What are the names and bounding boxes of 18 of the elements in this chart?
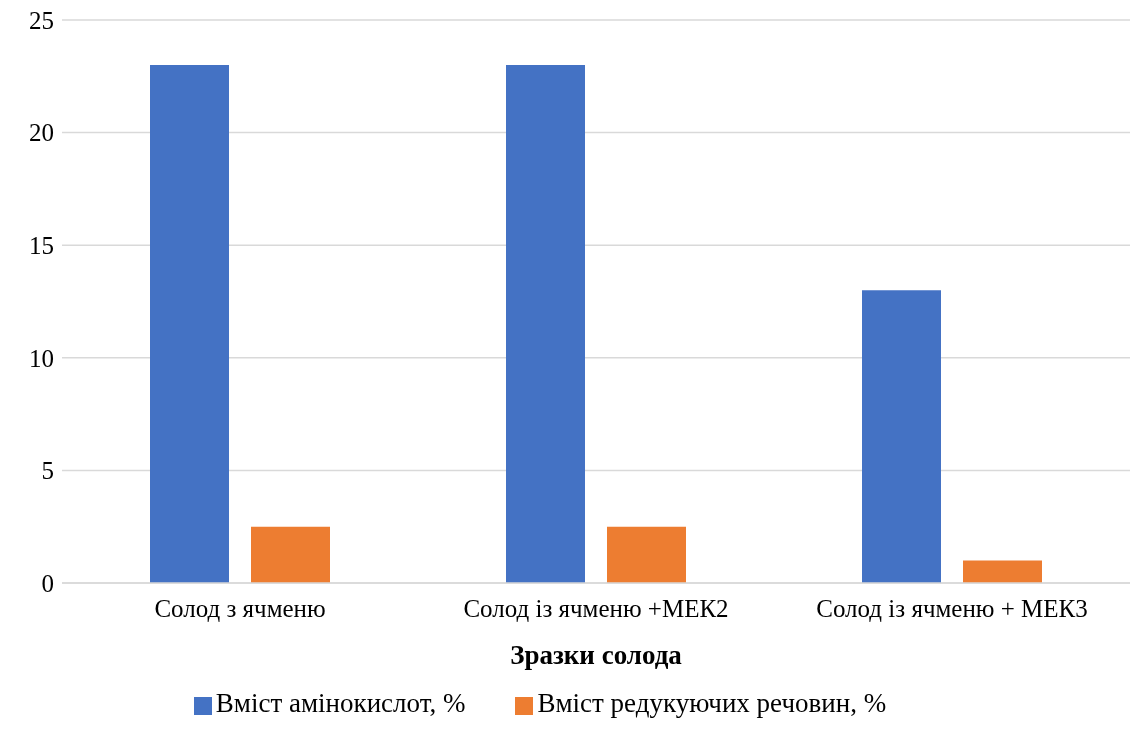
legend-label: Вміст редукуючих речовин, % (537, 688, 887, 718)
y-tick-label: 15 (29, 232, 54, 260)
y-tick-label: 20 (29, 119, 54, 147)
x-tick-label: Солод із ячменю + МЕК3 (816, 594, 1088, 622)
bar (251, 526, 330, 583)
x-axis-title: Зразки солода (510, 640, 683, 671)
y-tick-label: 10 (29, 344, 54, 372)
y-tick-label: 5 (41, 457, 54, 485)
x-tick-label: Солод з ячменю (154, 594, 326, 622)
bar (150, 65, 229, 583)
legend-label: Вміст амінокислот, % (215, 688, 466, 718)
bar (963, 560, 1042, 583)
y-tick-label: 25 (29, 6, 54, 34)
bar (607, 526, 686, 583)
y-tick-label: 0 (41, 569, 54, 597)
bar (862, 290, 941, 583)
bar (506, 65, 585, 583)
x-tick-label: Солод із ячменю +МЕК2 (463, 594, 729, 622)
